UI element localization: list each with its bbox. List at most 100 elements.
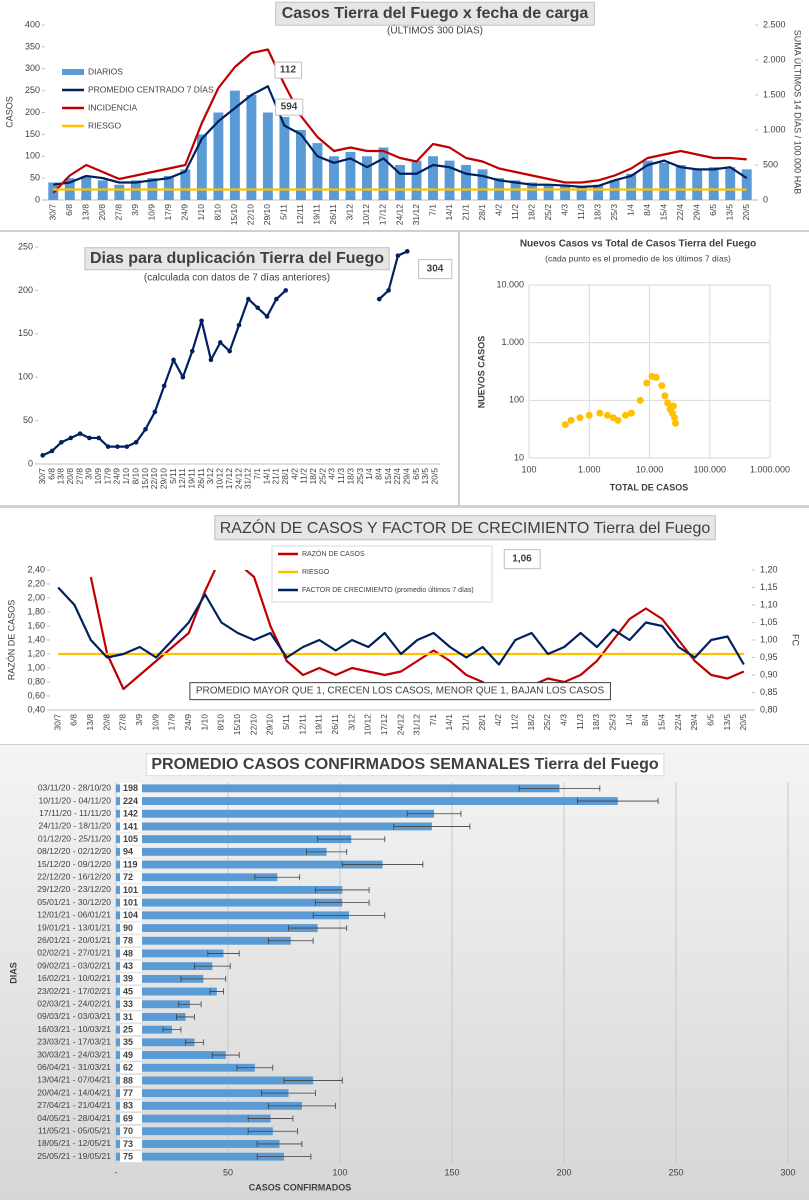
marker xyxy=(49,448,55,454)
x-tick-label: 31/12 xyxy=(411,204,421,226)
value-label: 35 xyxy=(123,1037,133,1047)
error-bar xyxy=(288,925,348,932)
y-tick-label: 1,20 xyxy=(27,648,45,658)
y2-tick-label: 1.500 xyxy=(763,89,786,99)
marker xyxy=(96,435,102,441)
error-bar xyxy=(312,912,386,919)
bar xyxy=(543,184,554,200)
x-tick-label: 6/5 xyxy=(705,714,715,726)
bar xyxy=(116,1076,314,1085)
y-tick-label: 23/03/21 - 17/03/21 xyxy=(37,1037,111,1047)
x-tick-label: 28/1 xyxy=(280,468,290,485)
chart-title-box xyxy=(145,753,665,777)
x-tick-label: 250 xyxy=(668,1167,683,1177)
x-tick-label: 30/7 xyxy=(48,204,58,221)
y-tick-label: 18/05/21 - 12/05/21 xyxy=(37,1138,111,1148)
x-tick-label: 17/9 xyxy=(163,204,173,221)
x-tick-label: 21/1 xyxy=(271,468,281,485)
value-label: 39 xyxy=(123,974,133,984)
x-tick-label: 12/11 xyxy=(297,714,307,735)
value-label: 77 xyxy=(123,1088,133,1098)
x-tick-label: 150 xyxy=(444,1167,459,1177)
marker xyxy=(189,348,195,354)
y-tick-label: 150 xyxy=(25,129,40,139)
cases-chart: 0 50 100 150 200 250 300 350 400 0 500 1.000 1.500 2.… xyxy=(0,0,809,230)
x-tick-label: 25/3 xyxy=(607,714,617,731)
error-bar xyxy=(341,861,424,868)
point xyxy=(664,399,672,407)
x-tick-label: 6/8 xyxy=(64,204,74,216)
x-tick-label: 19/11 xyxy=(312,204,322,225)
y2-tick-label: 2.000 xyxy=(763,54,786,64)
y2-tick-label: 0,85 xyxy=(760,687,778,697)
marker xyxy=(77,431,83,436)
bar xyxy=(675,165,686,200)
x-tick-label: 8/4 xyxy=(373,468,383,480)
value-label: 101 xyxy=(123,885,138,895)
x-tick-label: 3/9 xyxy=(130,204,140,216)
x-tick-label: 1/4 xyxy=(625,204,635,216)
marker xyxy=(161,383,167,389)
x-tick-label: 1/10 xyxy=(199,714,209,731)
value-label: 62 xyxy=(123,1063,133,1073)
annotation: 304 xyxy=(427,264,444,275)
value-label: 33 xyxy=(123,999,133,1009)
bar xyxy=(345,151,356,200)
x-tick-label: 25/3 xyxy=(355,468,365,485)
x-tick-label: 13/5 xyxy=(722,714,732,731)
x-tick-label: - xyxy=(115,1167,118,1177)
bar xyxy=(180,169,191,200)
x-tick-label: 24/9 xyxy=(112,468,122,485)
x-tick-label: 7/1 xyxy=(427,204,437,216)
x-tick-label: 10/12 xyxy=(363,714,373,736)
bar xyxy=(576,186,587,200)
bar xyxy=(116,809,435,818)
y-tick-label: 26/01/21 - 20/01/21 xyxy=(37,935,111,945)
y-tick-label: 09/03/21 - 03/03/21 xyxy=(37,1011,111,1021)
background xyxy=(0,745,809,1200)
bar xyxy=(246,95,257,200)
chart-title: Dias para duplicación Tierra del Fuego xyxy=(90,250,384,267)
bar xyxy=(116,847,327,856)
y-tick-label: 0 xyxy=(28,458,33,468)
x-tick-label: 31/12 xyxy=(412,714,422,736)
x-tick-label: 11/3 xyxy=(336,468,346,484)
bar xyxy=(642,160,653,200)
bar xyxy=(116,1152,284,1161)
legend-label: RIESGO xyxy=(302,569,330,576)
value-label-box xyxy=(120,1125,142,1137)
error-bar xyxy=(267,1102,336,1109)
x-tick-label: 25/2 xyxy=(317,468,327,485)
bar xyxy=(116,974,204,983)
x-tick-label: 17/12 xyxy=(378,204,388,226)
x-tick-label: 13/8 xyxy=(85,714,95,731)
y-tick-label: 30/03/21 - 24/03/21 xyxy=(37,1049,111,1059)
value-label: 141 xyxy=(123,821,138,831)
chart-title-box xyxy=(275,1,595,26)
value-label-box xyxy=(120,782,142,794)
x-tick-label: 11/3 xyxy=(576,204,586,220)
value-label-box xyxy=(120,1138,142,1150)
point xyxy=(614,416,622,424)
x-tick-label: 5/11 xyxy=(168,468,178,484)
chart-subtitle: (calculada con datos de 7 días anteriore… xyxy=(144,273,330,284)
bar xyxy=(428,156,438,200)
x-tick-label: 29/10 xyxy=(262,204,272,226)
marker xyxy=(124,444,130,449)
y2-tick-label: 0,80 xyxy=(760,704,778,714)
legend-swatch xyxy=(62,69,84,75)
x-tick-label: 4/2 xyxy=(289,468,299,480)
ratio-chart: 0,40 0,60 0,80 1,00 1,20 1,40 1,60 1,80 2,00 2,20… xyxy=(0,508,809,744)
x-tick-label: 5/11 xyxy=(279,204,289,220)
value-label-box xyxy=(120,973,142,985)
y2-tick-label: 0 xyxy=(763,194,768,204)
value-label-box xyxy=(120,820,142,832)
marker xyxy=(115,444,120,449)
x-tick-label: 22/4 xyxy=(392,468,402,485)
y-tick-label: 300 xyxy=(25,63,40,73)
bar xyxy=(659,162,670,200)
x-tick-label: 18/2 xyxy=(526,204,536,221)
y-tick-label: 13/04/21 - 07/04/21 xyxy=(37,1075,111,1085)
line xyxy=(57,586,745,666)
